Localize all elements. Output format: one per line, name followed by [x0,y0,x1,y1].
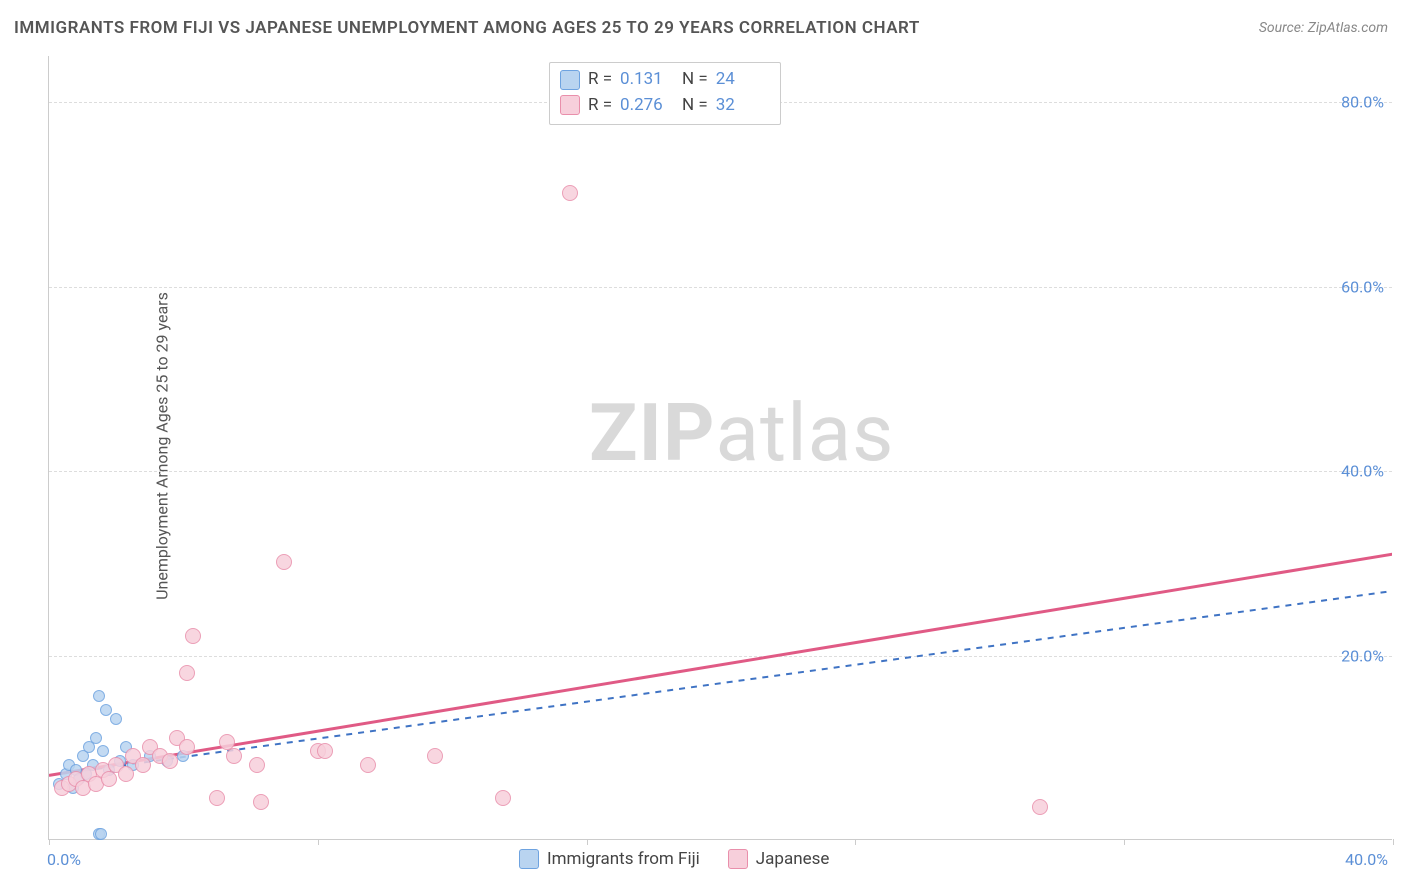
scatter-point [177,750,189,762]
scatter-point [179,739,195,755]
trend-line [49,554,1392,775]
scatter-point [185,628,201,644]
x-tick [49,839,50,845]
y-tick-label: 60.0% [1341,277,1384,296]
legend-swatch [728,849,748,869]
scatter-point [162,753,178,769]
scatter-point [562,185,578,201]
source-attribution: Source: ZipAtlas.com [1259,20,1388,36]
trend-lines [49,56,1392,839]
scatter-point [97,745,109,757]
scatter-point [144,750,156,762]
legend-swatch [519,849,539,869]
scatter-point [61,776,77,792]
legend-r-value: 0.131 [620,67,674,93]
scatter-point [152,748,168,764]
scatter-point [103,764,115,776]
scatter-point [93,690,105,702]
scatter-point [219,734,235,750]
scatter-point [135,757,151,773]
scatter-point [1032,799,1048,815]
scatter-point [179,665,195,681]
trend-line [49,591,1392,775]
y-tick-label: 80.0% [1341,93,1384,112]
scatter-point [93,828,105,840]
scatter-point [95,762,111,778]
gridline [49,656,1392,657]
scatter-point [495,790,511,806]
scatter-point [169,730,185,746]
x-tick [587,839,588,845]
scatter-point [67,782,79,794]
scatter-point [249,757,265,773]
watermark: ZIPatlas [589,386,894,480]
scatter-point [118,766,134,782]
x-tick [855,839,856,845]
scatter-point [108,757,124,773]
scatter-point [80,768,92,780]
scatter-point [427,748,443,764]
scatter-point [53,778,65,790]
legend-n-label: N = [682,93,708,119]
scatter-point [75,780,91,796]
legend-label: Immigrants from Fiji [547,849,700,869]
scatter-point [70,764,82,776]
legend-n-value: 24 [716,67,770,93]
scatter-point [101,771,117,787]
legend-r-value: 0.276 [620,93,674,119]
legend-item: Immigrants from Fiji [519,849,700,869]
scatter-point [127,759,139,771]
legend-n-value: 32 [716,93,770,119]
scatter-point [77,750,89,762]
scatter-point [68,771,84,787]
scatter-point [125,748,141,764]
legend-label: Japanese [756,849,830,869]
scatter-plot-area: ZIPatlas 20.0%40.0%60.0%80.0%0.0%40.0%R … [48,56,1392,840]
correlation-legend: R = 0.131 N = 24 R = 0.276 N = 32 [549,62,781,125]
scatter-point [73,773,85,785]
scatter-point [114,755,126,767]
scatter-point [276,554,292,570]
scatter-point [360,757,376,773]
legend-swatch [560,95,580,115]
scatter-point [60,768,72,780]
scatter-point [87,759,99,771]
legend-r-label: R = [588,67,612,93]
scatter-point [83,741,95,753]
scatter-point [63,759,75,771]
scatter-point [310,743,326,759]
legend-r-label: R = [588,93,612,119]
gridline [49,471,1392,472]
scatter-point [100,704,112,716]
scatter-point [226,748,242,764]
scatter-point [120,741,132,753]
scatter-point [54,780,70,796]
legend-row: R = 0.131 N = 24 [560,67,770,93]
chart-title: IMMIGRANTS FROM FIJI VS JAPANESE UNEMPLO… [14,18,920,38]
legend-n-label: N = [682,67,708,93]
scatter-point [90,732,102,744]
series-legend: Immigrants from Fiji Japanese [519,849,829,869]
scatter-point [142,739,158,755]
y-tick-label: 20.0% [1341,646,1384,665]
y-tick-label: 40.0% [1341,462,1384,481]
gridline [49,287,1392,288]
legend-row: R = 0.276 N = 32 [560,93,770,119]
x-tick-label: 0.0% [47,850,81,869]
scatter-point [253,794,269,810]
scatter-point [88,776,104,792]
legend-item: Japanese [728,849,830,869]
x-tick [318,839,319,845]
x-tick [1124,839,1125,845]
scatter-point [209,790,225,806]
x-tick [1393,839,1394,845]
scatter-point [81,766,97,782]
x-tick-label: 40.0% [1345,850,1388,869]
scatter-point [110,713,122,725]
legend-swatch [560,70,580,90]
scatter-point [95,828,107,840]
scatter-point [317,743,333,759]
scatter-point [161,755,173,767]
